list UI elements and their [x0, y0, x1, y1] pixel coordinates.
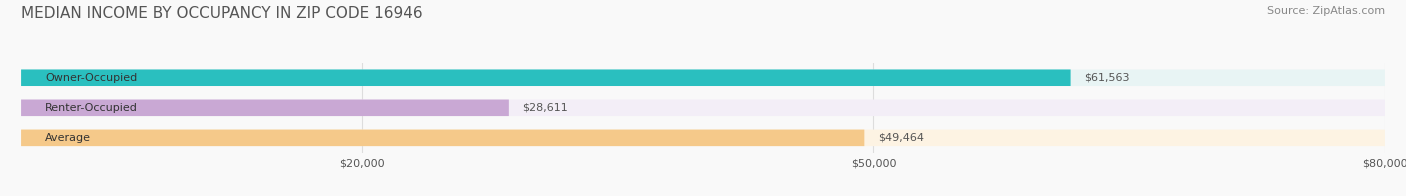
Text: Owner-Occupied: Owner-Occupied — [45, 73, 138, 83]
FancyBboxPatch shape — [21, 100, 1385, 116]
FancyBboxPatch shape — [21, 70, 1070, 86]
FancyBboxPatch shape — [21, 130, 865, 146]
Text: $28,611: $28,611 — [523, 103, 568, 113]
Text: Renter-Occupied: Renter-Occupied — [45, 103, 138, 113]
Text: Source: ZipAtlas.com: Source: ZipAtlas.com — [1267, 6, 1385, 16]
Text: Average: Average — [45, 133, 91, 143]
FancyBboxPatch shape — [21, 70, 1385, 86]
FancyBboxPatch shape — [21, 130, 1385, 146]
Text: MEDIAN INCOME BY OCCUPANCY IN ZIP CODE 16946: MEDIAN INCOME BY OCCUPANCY IN ZIP CODE 1… — [21, 6, 423, 21]
Text: $61,563: $61,563 — [1084, 73, 1130, 83]
Text: $49,464: $49,464 — [877, 133, 924, 143]
FancyBboxPatch shape — [21, 100, 509, 116]
